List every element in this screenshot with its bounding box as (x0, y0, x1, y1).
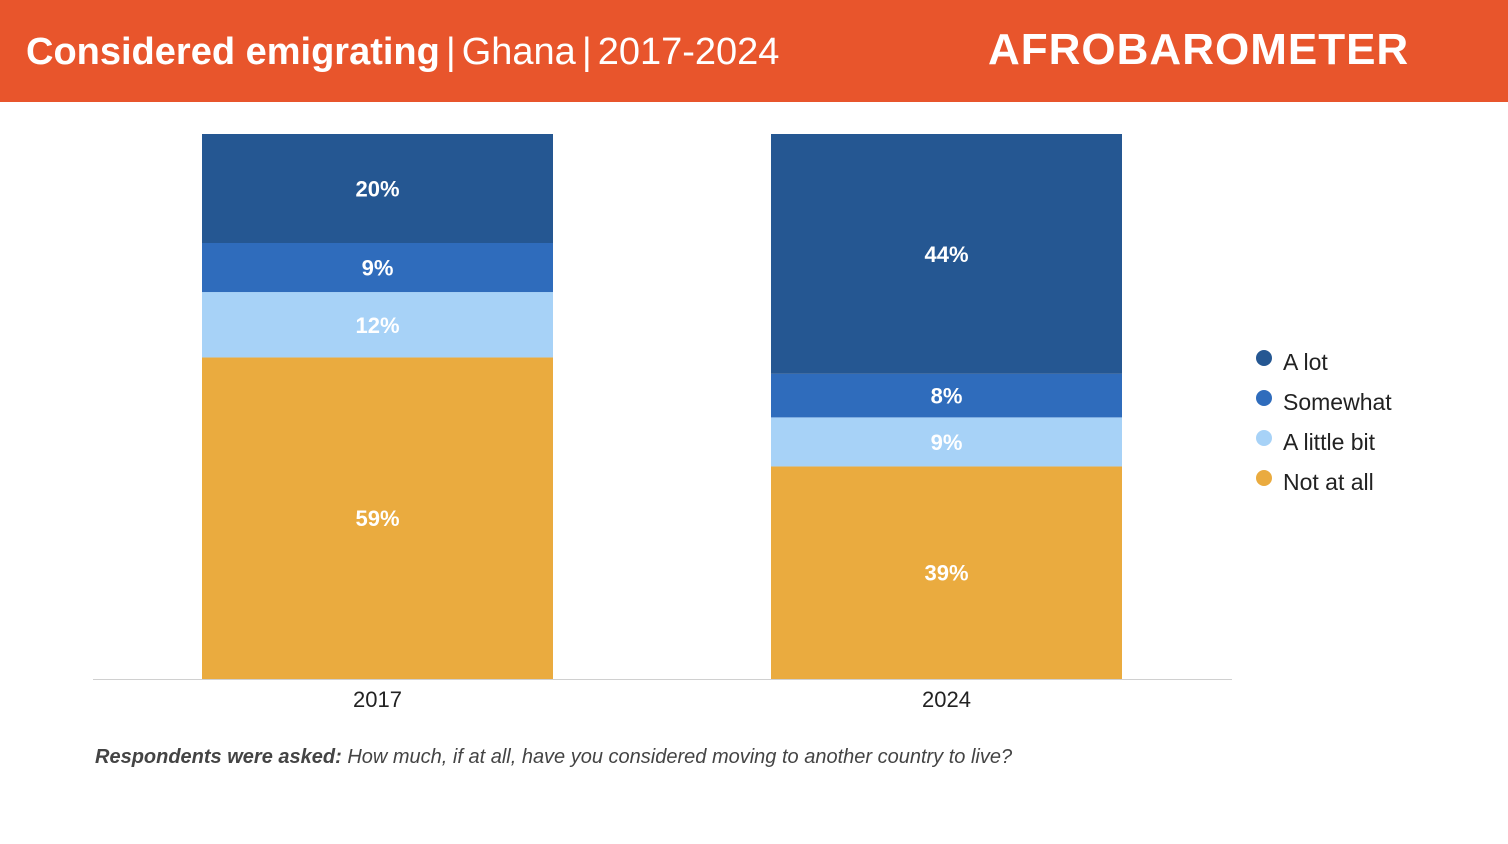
bar-segment-a-little-bit-2017 (202, 292, 553, 358)
page-title: Considered emigrating | Ghana | 2017-2024 (26, 28, 779, 76)
legend-item-a-little-bit: A little bit (1256, 422, 1392, 462)
afrobarometer-logo: AFROBAROMETER (988, 25, 1410, 74)
bar-segment-somewhat-2024 (771, 373, 1122, 418)
x-tick-label: 2024 (922, 687, 971, 712)
stacked-bar-chart: 59% 12% 9% 20% 2017 39% 9% 8% 44% 2024 (93, 134, 1232, 712)
legend-label: A little bit (1283, 428, 1376, 455)
title-country: Ghana (461, 31, 576, 73)
legend-label: Not at all (1283, 468, 1374, 495)
legend-swatch (1256, 430, 1272, 446)
bar-segment-not-at-all-2017 (202, 357, 553, 679)
legend-label: Somewhat (1283, 388, 1392, 415)
bar-segment-somewhat-2017 (202, 243, 553, 293)
note-lead: Respondents were asked: (95, 746, 342, 768)
legend-swatch (1256, 470, 1272, 486)
legend-swatch (1256, 390, 1272, 406)
chart-legend: A lot Somewhat A little bit Not at all (1256, 342, 1392, 502)
note-question: How much, if at all, have you considered… (347, 746, 1013, 768)
header-bar: Considered emigrating | Ghana | 2017-2024 AF… (0, 0, 1508, 102)
title-years: 2017-2024 (597, 31, 780, 73)
data-label: 20% (355, 177, 399, 202)
legend-label: A lot (1283, 348, 1328, 375)
data-label: 9% (931, 430, 963, 455)
legend-item-not-at-all: Not at all (1256, 462, 1392, 502)
bar-segment-a-lot-2024 (771, 134, 1122, 374)
bar-segment-a-little-bit-2024 (771, 417, 1122, 467)
title-topic: Considered emigrating (26, 31, 440, 73)
x-tick-label: 2017 (353, 687, 402, 712)
data-label: 12% (355, 313, 399, 338)
data-label: 44% (924, 242, 968, 267)
legend-item-somewhat: Somewhat (1256, 382, 1392, 422)
bar-segment-not-at-all-2024 (771, 466, 1122, 679)
data-label: 9% (362, 256, 394, 281)
bar-segment-a-lot-2017 (202, 134, 553, 243)
data-label: 59% (355, 506, 399, 531)
legend-item-a-lot: A lot (1256, 342, 1392, 382)
data-label: 8% (931, 384, 963, 409)
title-separator: | (445, 31, 456, 73)
survey-question-note: Respondents were asked: How much, if at … (95, 746, 1012, 769)
title-separator: | (581, 31, 592, 73)
legend-swatch (1256, 350, 1272, 366)
data-label: 39% (924, 561, 968, 586)
